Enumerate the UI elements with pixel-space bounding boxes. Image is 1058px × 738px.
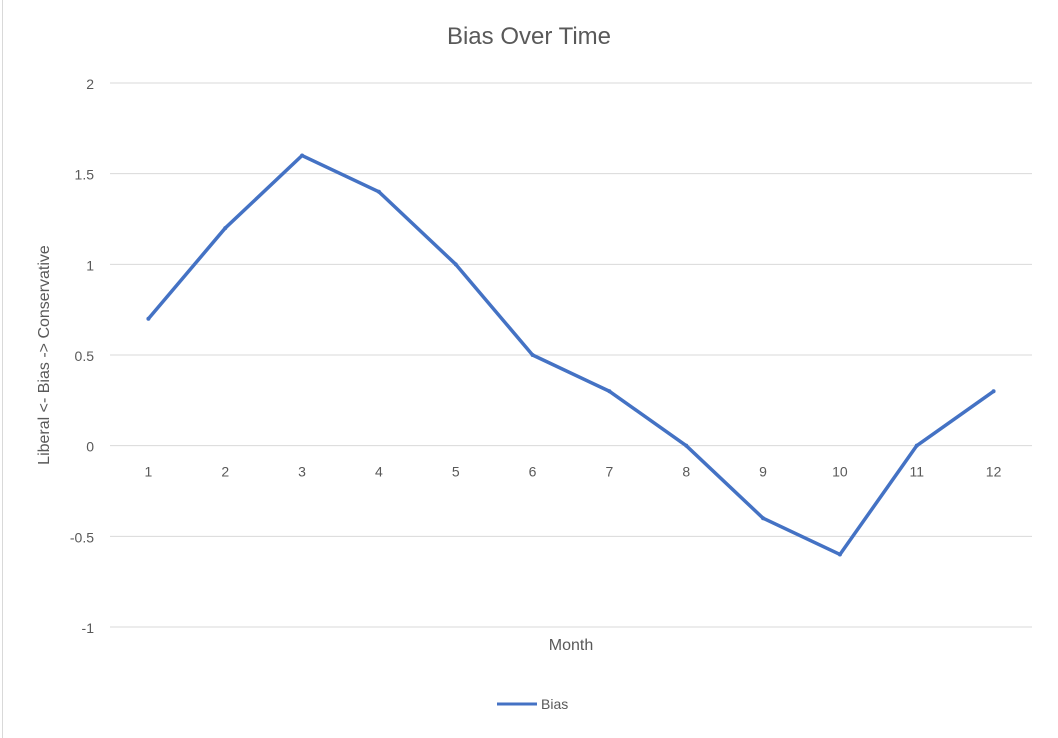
y-tick-labels: 2 1.5 1 0.5 0 -0.5 -1 — [70, 76, 94, 636]
series-layer — [146, 153, 996, 557]
data-point — [530, 353, 535, 357]
x-tick-label: 12 — [986, 464, 1002, 480]
data-point — [300, 153, 305, 158]
x-tick-label: 5 — [452, 464, 460, 480]
legend: Bias — [497, 696, 568, 712]
x-tick-label: 2 — [221, 464, 229, 480]
y-tick-label: 1 — [86, 257, 94, 273]
grid-layer — [110, 82, 1032, 628]
x-axis-title: Month — [549, 637, 593, 654]
data-point — [146, 316, 151, 321]
data-point — [914, 443, 919, 448]
data-point — [376, 189, 381, 194]
x-tick-label: 9 — [759, 464, 767, 480]
y-tick-label: 0 — [86, 439, 94, 455]
y-tick-label: -0.5 — [70, 529, 94, 545]
data-point — [684, 443, 689, 448]
series-line-bias — [146, 153, 996, 557]
y-tick-label: -1 — [82, 620, 95, 636]
x-tick-label: 11 — [909, 464, 924, 480]
data-point — [223, 226, 228, 231]
x-tick-label: 1 — [145, 464, 153, 480]
left-edge-rule — [0, 0, 3, 738]
x-tick-label: 3 — [298, 464, 306, 480]
y-tick-label: 2 — [86, 76, 94, 92]
y-axis-title: Liberal <- Bias -> Conservative — [36, 245, 53, 465]
data-point — [761, 516, 766, 521]
data-point — [607, 389, 612, 394]
x-tick-label: 7 — [606, 464, 614, 480]
y-tick-label: 1.5 — [75, 167, 95, 183]
chart-title: Bias Over Time — [447, 23, 611, 50]
x-tick-label: 6 — [529, 464, 537, 480]
legend-label: Bias — [541, 696, 568, 712]
data-point — [453, 262, 458, 267]
x-tick-labels: 1 2 3 4 5 6 7 8 9 10 11 12 — [145, 464, 1002, 480]
x-tick-label: 8 — [682, 464, 690, 480]
y-tick-label: 0.5 — [75, 348, 95, 364]
x-tick-label: 4 — [375, 464, 383, 480]
data-point — [837, 552, 842, 557]
x-tick-label: 10 — [832, 464, 848, 480]
data-point — [991, 389, 996, 394]
